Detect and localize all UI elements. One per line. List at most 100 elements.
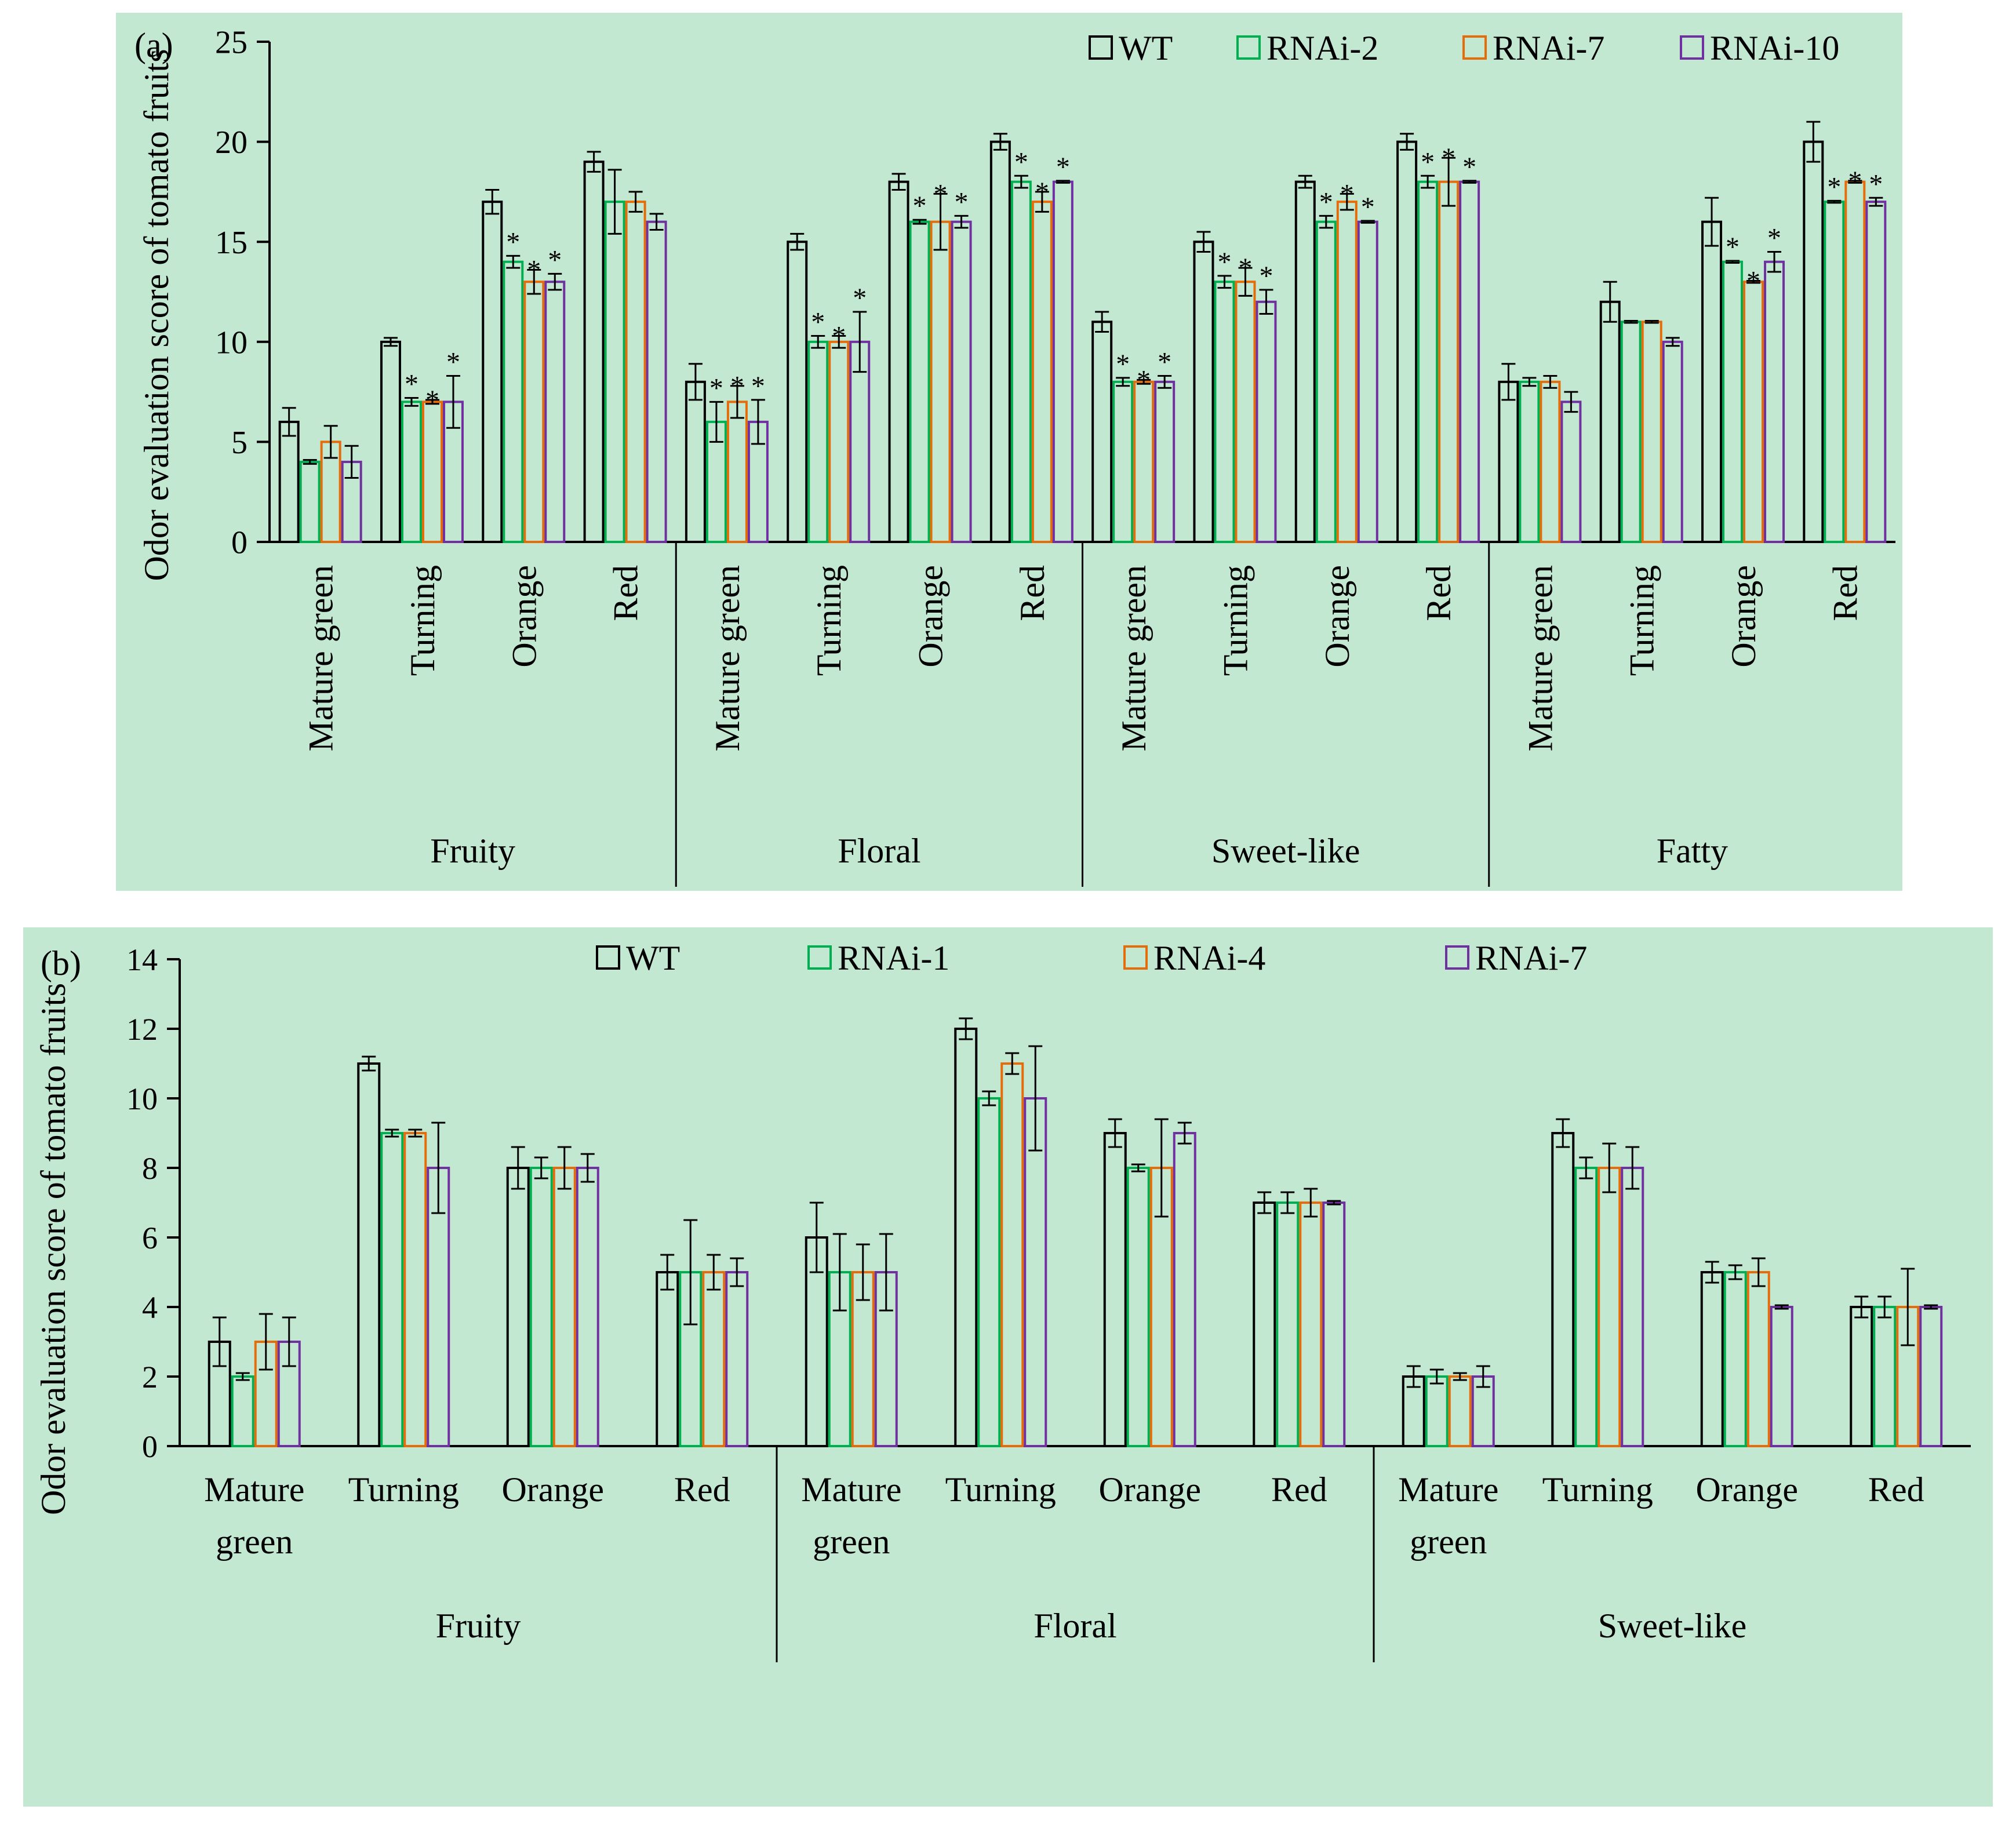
stage-label: Red <box>1013 565 1051 621</box>
stage-label: Orange <box>505 565 543 668</box>
significance-star: * <box>1746 266 1760 297</box>
stage-label: Orange <box>501 1470 604 1509</box>
significance-star: * <box>832 321 846 351</box>
legend-label: RNAi-7 <box>1493 29 1604 67</box>
legend-swatch <box>1236 35 1261 60</box>
legend-swatch <box>1680 35 1704 60</box>
legend-label: RNAi-7 <box>1475 939 1587 977</box>
stage-label: Red <box>1826 565 1864 621</box>
significance-star: * <box>1361 192 1375 223</box>
stage-label-line: Mature <box>801 1470 901 1509</box>
significance-star: * <box>1158 347 1171 377</box>
significance-star: * <box>527 255 541 286</box>
significance-star: * <box>548 245 562 275</box>
stage-label: Red <box>1271 1470 1327 1509</box>
significance-star: * <box>853 283 867 314</box>
significance-star: * <box>1827 172 1841 202</box>
significance-star: * <box>709 373 723 403</box>
stage-label: Red <box>1420 565 1458 621</box>
y-tick-label: 0 <box>231 525 248 561</box>
stage-label: Orange <box>1695 1470 1798 1509</box>
panel-label: (b) <box>41 944 81 982</box>
y-tick-label: 25 <box>215 25 248 61</box>
stage-label-line: green <box>216 1523 293 1561</box>
legend-swatch <box>1089 35 1113 60</box>
stage-label: Mature green <box>708 565 747 752</box>
legend-swatch <box>1462 35 1487 60</box>
significance-star: * <box>1056 152 1070 183</box>
legend-label: RNAi-10 <box>1710 29 1839 67</box>
stage-label: Orange <box>1318 565 1356 668</box>
significance-star: * <box>1869 169 1883 199</box>
significance-star: * <box>1014 147 1028 177</box>
stage-label: Mature green <box>302 565 340 752</box>
significance-star: * <box>1035 177 1049 207</box>
legend-label: RNAi-1 <box>838 939 949 977</box>
significance-star: * <box>1340 179 1354 209</box>
legend-label: WT <box>626 939 680 977</box>
stage-label-line: green <box>1410 1523 1487 1561</box>
panel-label: (a) <box>134 26 173 64</box>
significance-star: * <box>506 227 520 257</box>
significance-star: * <box>425 385 439 416</box>
stage-label: Turning <box>945 1470 1056 1509</box>
legend-label: WT <box>1119 29 1173 67</box>
y-tick-label: 8 <box>142 1151 158 1186</box>
significance-star: * <box>730 371 744 402</box>
stage-label: Orange <box>912 565 950 668</box>
group-label: Floral <box>838 832 920 870</box>
significance-star: * <box>1726 232 1740 263</box>
stage-label-line: Mature <box>1398 1470 1498 1509</box>
significance-star: * <box>1848 166 1862 196</box>
group-label: Floral <box>1034 1607 1116 1645</box>
legend-swatch <box>596 945 620 970</box>
significance-star: * <box>1116 349 1130 380</box>
chart-panel-b: 0 2 4 6 8 10 12 14 Odor evaluation score of toma… <box>23 927 1993 1807</box>
y-tick-label: 15 <box>215 225 248 261</box>
legend-swatch <box>1123 945 1148 970</box>
stage-label: Turning <box>403 565 442 676</box>
y-tick-label: 10 <box>126 1082 158 1116</box>
stage-label: Red <box>607 565 645 621</box>
significance-star: * <box>913 191 927 221</box>
legend-label: RNAi-2 <box>1267 29 1378 67</box>
y-axis-title: Odor evaluation score of tomato fruits <box>34 983 72 1515</box>
group-label: Sweet-like <box>1211 832 1360 870</box>
significance-star: * <box>811 307 825 337</box>
significance-star: * <box>1238 253 1252 283</box>
legend-swatch <box>807 945 832 970</box>
y-tick-label: 12 <box>126 1012 158 1047</box>
y-tick-label: 10 <box>215 325 248 361</box>
y-tick-label: 14 <box>126 942 158 977</box>
y-tick-label: 6 <box>142 1221 158 1255</box>
stage-label-line: Mature <box>204 1470 304 1509</box>
y-tick-label: 20 <box>215 125 248 161</box>
group-label: Fruity <box>430 832 515 870</box>
significance-star: * <box>1767 223 1781 253</box>
stage-label: Turning <box>348 1470 459 1509</box>
significance-star: * <box>1217 247 1231 278</box>
stage-label: Mature green <box>1115 565 1153 752</box>
significance-star: * <box>955 187 969 217</box>
significance-star: * <box>405 369 419 399</box>
legend-label: RNAi-4 <box>1153 939 1265 977</box>
stage-label: Red <box>674 1470 730 1509</box>
y-tick-label: 5 <box>231 425 248 461</box>
significance-star: * <box>446 347 460 377</box>
significance-star: * <box>1442 143 1455 173</box>
stage-label: Turning <box>810 565 848 676</box>
panel-background <box>23 927 1993 1807</box>
chart-panel-a: 0 5 10 15 20 25 Odor evaluation score of tomat… <box>116 13 1902 891</box>
stage-label: Orange <box>1098 1470 1201 1509</box>
significance-star: * <box>1462 152 1476 183</box>
legend-swatch <box>1445 945 1469 970</box>
stage-label: Mature green <box>1521 565 1559 752</box>
y-tick-label: 4 <box>142 1290 158 1325</box>
y-tick-label: 0 <box>142 1429 158 1464</box>
y-axis-title: Odor evaluation score of tomato fruits <box>137 49 176 581</box>
significance-star: * <box>1319 187 1333 217</box>
group-label: Fruity <box>436 1607 521 1645</box>
stage-label-line: green <box>813 1523 890 1561</box>
significance-star: * <box>1259 261 1273 292</box>
